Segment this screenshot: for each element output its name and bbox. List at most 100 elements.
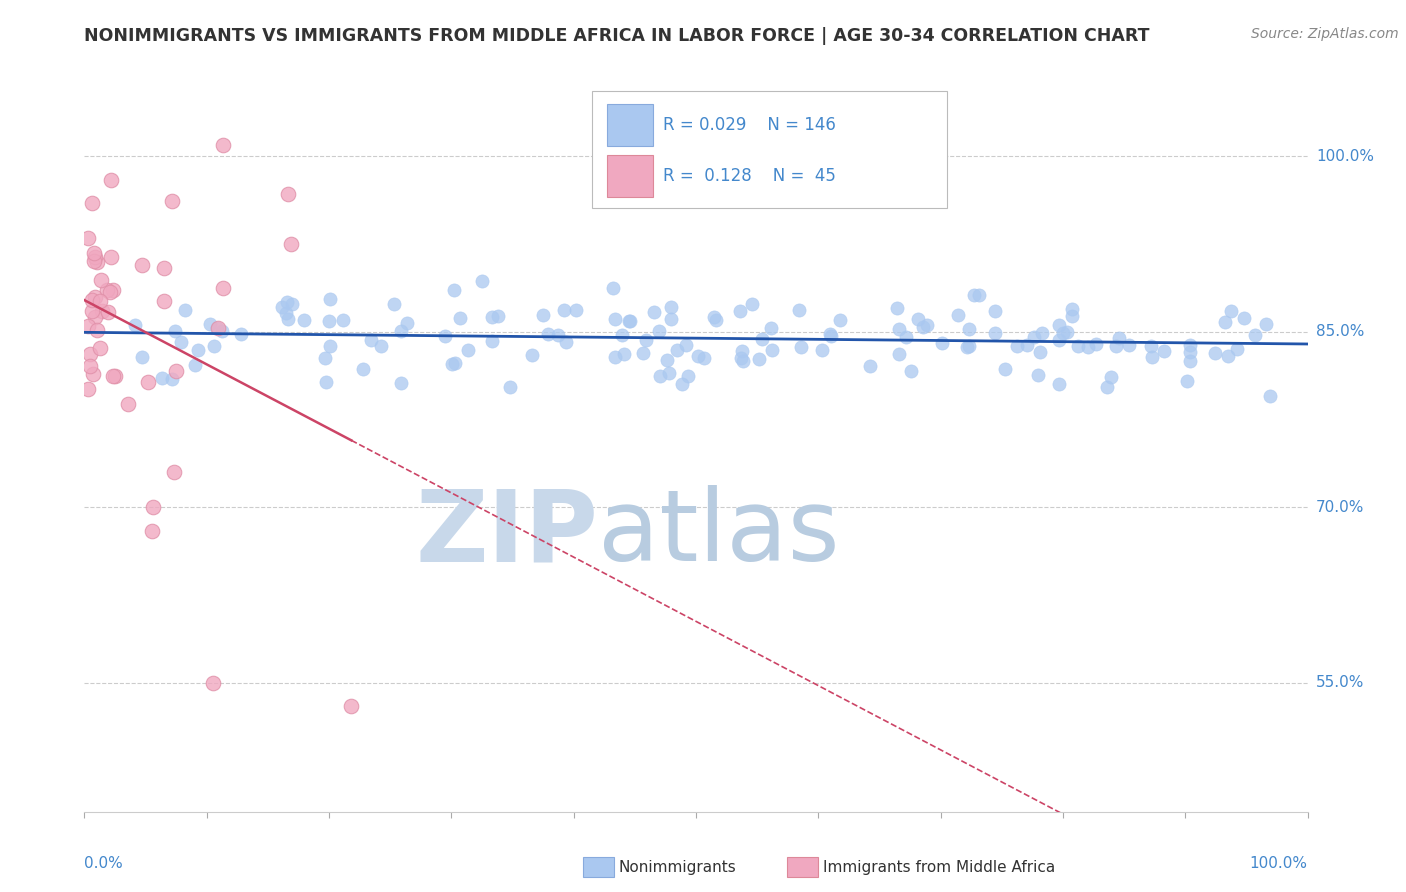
Point [617,314,640,328]
Point [1180,344,1202,359]
Point [153,261,176,276]
Point [547,327,569,342]
Point [382,296,405,310]
Point [900,364,922,378]
Point [889,321,911,335]
Point [686,349,709,363]
Point [163,466,186,480]
Point [124,318,146,333]
Point [205,320,228,334]
Point [915,318,938,332]
Point [352,361,374,376]
Point [103,368,125,383]
Point [141,524,163,538]
Point [117,397,139,411]
Point [1085,337,1108,351]
Point [389,324,412,338]
Point [1056,325,1078,339]
Point [957,338,980,352]
Point [1022,329,1045,343]
Text: 100.0%: 100.0% [1316,149,1374,164]
Text: R =  0.128    N =  45: R = 0.128 N = 45 [664,167,835,186]
Point [274,306,297,320]
Point [676,369,699,384]
Point [894,330,917,344]
Point [86,254,108,268]
Text: 70.0%: 70.0% [1316,500,1364,515]
Point [77,319,100,334]
Point [675,337,697,351]
Point [1243,328,1265,343]
Point [1028,344,1050,359]
Point [212,280,235,294]
Point [100,173,122,187]
Point [77,382,100,396]
Point [434,328,457,343]
Point [1005,339,1028,353]
Point [89,341,111,355]
Text: 85.0%: 85.0% [1316,325,1364,339]
Point [457,343,479,357]
Point [790,340,813,354]
Point [1060,309,1083,323]
Point [957,322,980,336]
Point [1099,369,1122,384]
Point [1026,368,1049,383]
Point [201,676,224,690]
Point [395,316,418,330]
Point [859,359,882,373]
Point [142,500,165,515]
Point [1140,339,1163,353]
Point [659,300,682,314]
Point [83,290,105,304]
Point [533,308,555,322]
Point [212,137,235,152]
Point [82,367,104,381]
Point [471,274,494,288]
Point [84,310,107,324]
Point [1015,338,1038,352]
Point [104,369,127,384]
Point [184,358,207,372]
Point [443,356,465,370]
Point [741,297,763,311]
Point [565,303,588,318]
Point [1140,350,1163,364]
Point [613,347,636,361]
Point [787,302,810,317]
Point [281,297,304,311]
Point [969,288,991,302]
Point [887,346,910,360]
Point [271,300,294,314]
Point [553,302,575,317]
Point [86,323,108,337]
Point [1204,346,1226,360]
FancyBboxPatch shape [606,103,654,146]
Point [963,287,986,301]
Point [83,253,105,268]
Point [610,328,633,343]
Point [1108,331,1130,345]
Point [522,349,544,363]
Point [443,283,465,297]
Text: Source: ZipAtlas.com: Source: ZipAtlas.com [1251,27,1399,41]
Point [886,301,908,315]
Point [1216,349,1239,363]
Point [160,194,183,208]
Point [280,237,302,252]
Point [1077,340,1099,354]
Point [946,308,969,322]
Point [389,376,412,391]
Point [80,196,103,211]
Point [994,362,1017,376]
Point [1232,311,1254,326]
Point [79,359,101,373]
Point [162,372,184,386]
Point [187,343,209,357]
Point [1258,389,1281,403]
Point [1175,374,1198,388]
Point [820,326,842,341]
Point [820,329,842,343]
Point [77,231,100,245]
Point [360,333,382,347]
